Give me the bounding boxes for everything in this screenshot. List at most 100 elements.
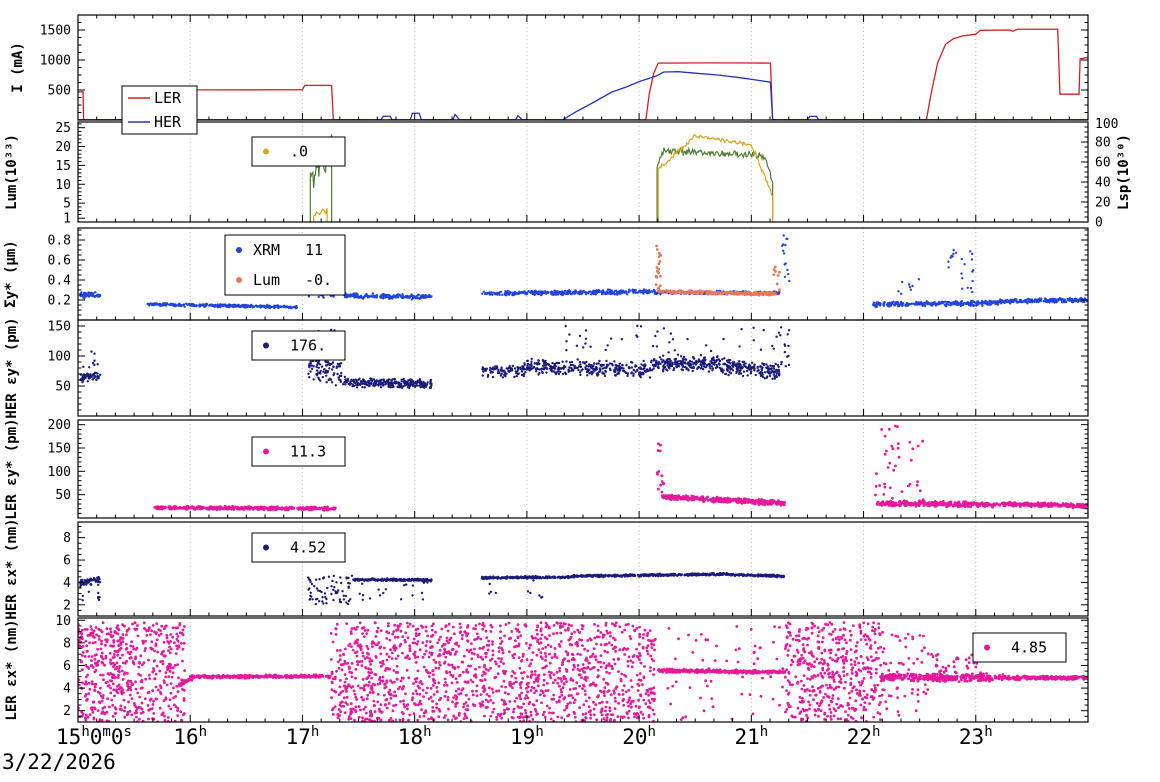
legend: LER HER [121, 85, 198, 135]
y2-tick-label: 100 [1095, 117, 1118, 132]
x-tick-label: 21h [734, 724, 768, 749]
y-ticks [78, 123, 85, 223]
x-tick-label: 23h [959, 724, 993, 749]
y-axis-title: HER εy* (pm) [4, 317, 20, 418]
y-tick-label: 0.4 [48, 274, 72, 289]
series-lum-sigma [654, 244, 781, 297]
y-tick-label: 0.8 [48, 234, 71, 249]
legend-label: XRM [253, 241, 280, 259]
y-axis-title: I (mA) [10, 42, 26, 93]
legend-dot-marker [236, 277, 242, 283]
series-lum-green [309, 134, 774, 222]
legend: 11.3 [251, 436, 346, 467]
panel-her-ey: 50 100 150 HER εy* (pm) [4, 317, 1089, 419]
y-axis-title: LER εy* (pm) [4, 418, 20, 519]
legend-value: 4.85 [1011, 639, 1047, 657]
panel-luminosity: 15 10 15 20 25 0 20 40 60 80 100 Lsp(10³⁰) Lum(10³³) [4, 117, 1132, 231]
series-ler-ey [153, 424, 1088, 512]
y-tick-label: 6 [63, 659, 71, 674]
legend: .0 [251, 136, 346, 167]
y-tick-label: 2 [63, 704, 71, 719]
y-tick-label: 6 [63, 554, 71, 569]
y-tick-label: 0.6 [48, 254, 71, 269]
date-label: 3/22/2026 [2, 750, 116, 774]
x-tick-label: 16h [173, 724, 207, 749]
y-tick-label: 1 [63, 212, 71, 227]
y-tick-label: 150 [48, 320, 71, 335]
y-ticks [78, 229, 1088, 321]
y-tick-label: 4 [63, 576, 71, 591]
legend-dot-marker [263, 148, 269, 155]
y-ticks [78, 419, 1088, 519]
y-tick-label: 1500 [40, 24, 71, 39]
x-tick-label: 19h [510, 724, 544, 749]
x-ticks [77, 715, 1070, 722]
y-tick-label: 10 [55, 614, 71, 629]
panel-border [77, 121, 1089, 223]
panel-ler-ex: 2 4 6 8 10 LER εx* (nm) [4, 614, 1089, 723]
y2-tick-label: 0 [1095, 216, 1103, 231]
y-tick-label: 500 [48, 84, 71, 99]
legend-dot-marker [236, 247, 242, 253]
y-tick-label: 20 [55, 140, 71, 155]
gridlines [189, 618, 977, 722]
y-axis-title: HER εx* (nm) [4, 518, 20, 619]
y-ticks [78, 619, 1088, 723]
x-tick-label: 20h [622, 724, 656, 749]
y-tick-label: 50 [55, 380, 71, 395]
legend: XRM 11 Lum -0. [224, 234, 346, 296]
y-axis-title: Lum(10³³) [4, 134, 20, 210]
y-tick-label: 150 [48, 442, 71, 457]
y-tick-label: 1000 [40, 54, 71, 69]
legend-value: 11.3 [290, 443, 326, 461]
series-LER-current [78, 28, 1088, 120]
x-ticks [77, 609, 1070, 616]
x-tick-label: 18h [398, 724, 432, 749]
legend-value: 176. [290, 337, 326, 355]
legend-box [121, 85, 198, 135]
x-ticks [77, 215, 1070, 222]
legend-dot-marker [984, 644, 990, 651]
panel-sigma-y: 0.2 0.4 0.6 0.8 Σy* (µm) [3, 227, 1089, 321]
y-tick-label: 200 [48, 418, 71, 433]
y2-tick-label: 60 [1095, 156, 1111, 171]
y-axis-title: Σy* (µm) [3, 240, 19, 307]
panel-border [77, 319, 1089, 417]
legend-dot-marker [263, 544, 269, 551]
gridlines [189, 420, 977, 518]
legend: 176. [251, 330, 346, 361]
legend-label: Lum [253, 271, 280, 289]
panel-ler-ey: 50 100 150 200 LER εy* (pm) [4, 418, 1089, 520]
y-tick-label: 100 [48, 350, 71, 365]
series-lsp-gold [313, 133, 774, 222]
y-ticks [78, 525, 1088, 617]
y-tick-label: 4 [63, 682, 71, 697]
y2-tick-label: 40 [1095, 176, 1111, 191]
legend-value: 4.52 [290, 539, 326, 557]
panel-her-ex: 2 4 6 8 HER εx* (nm) [4, 518, 1089, 620]
y-ticks [78, 319, 1088, 417]
y-tick-label: 25 [55, 121, 71, 136]
y-tick-label: 8 [63, 636, 71, 651]
series-her-ey [79, 324, 791, 390]
y-tick-label: 2 [63, 598, 71, 613]
panel-beam-current: 500 1000 1500 I (mA) [10, 14, 1089, 121]
y-ticks [78, 14, 1088, 121]
legend-label: LER [154, 89, 182, 107]
y2-axis-title: Lsp(10³⁰) [1116, 134, 1132, 210]
x-ticks [77, 313, 1070, 320]
x-tick-label: 22h [847, 724, 881, 749]
y-tick-label: 8 [63, 531, 71, 546]
legend-dot-marker [263, 448, 269, 455]
x-tick-label: 17h [286, 724, 320, 749]
y-tick-label: 0.2 [48, 294, 71, 309]
x-ticks [77, 409, 1070, 416]
legend: 4.85 [972, 632, 1067, 663]
legend-label: HER [154, 113, 182, 131]
legend-value: 11 [305, 241, 323, 259]
x-ticks [77, 15, 1070, 120]
gridlines [189, 15, 977, 120]
y-tick-label: 50 [55, 488, 71, 503]
series-ler-ex [78, 621, 1088, 722]
